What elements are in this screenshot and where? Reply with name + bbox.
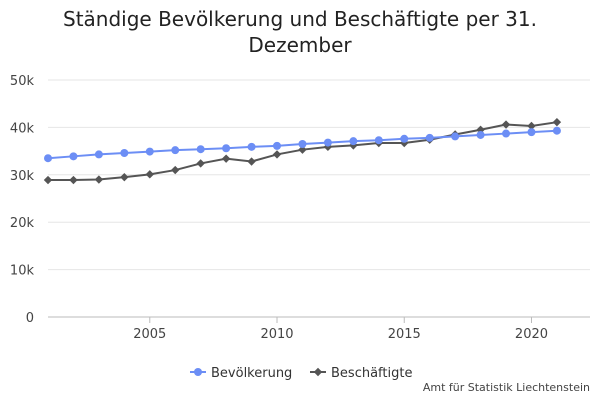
legend-swatch-marker-0[interactable] [194,368,202,376]
y-tick-label-1: 10k [10,264,35,279]
data-point-0-20[interactable] [552,126,561,135]
data-point-1-9[interactable] [272,150,282,159]
data-point-1-10[interactable] [298,145,307,154]
x-tick-label-1: 2010 [260,327,293,342]
series-0 [44,126,561,163]
legend-swatch-marker-1[interactable] [313,367,323,377]
data-point-1-6[interactable] [196,159,205,168]
data-point-0-16[interactable] [451,132,460,141]
legend-label-1: Beschäftigte [331,366,412,381]
data-point-0-3[interactable] [120,148,129,157]
grid-lines [48,79,590,318]
data-point-0-13[interactable] [374,136,383,145]
data-point-0-2[interactable] [94,150,103,159]
y-tick-label-2: 20k [10,216,35,231]
series-layer [43,117,562,185]
legend-item-0[interactable]: Bevölkerung [190,366,292,381]
data-point-1-4[interactable] [145,170,154,179]
data-point-1-20[interactable] [552,117,562,127]
data-point-0-11[interactable] [323,138,332,147]
data-point-0-1[interactable] [69,152,78,161]
data-point-0-5[interactable] [171,146,180,155]
legend[interactable]: Bevölkerung Beschäftigte [190,366,412,381]
x-tick-label-2: 2015 [388,327,421,342]
data-point-0-14[interactable] [400,134,409,143]
data-point-1-8[interactable] [247,157,256,166]
data-point-0-19[interactable] [527,128,536,137]
y-tick-label-5: 50k [10,74,35,89]
data-point-0-8[interactable] [247,142,256,151]
y-tick-label-4: 40k [10,121,35,136]
data-point-0-10[interactable] [298,139,307,148]
data-point-0-9[interactable] [273,141,282,150]
x-tick-label-3: 2020 [515,327,548,342]
data-point-1-19[interactable] [527,121,536,131]
legend-item-1[interactable]: Beschäftigte [310,366,412,381]
data-point-0-6[interactable] [196,145,205,154]
data-point-1-0[interactable] [43,175,53,185]
chart-title: Ständige Bevölkerung und Beschäftigte pe… [63,7,537,57]
data-point-0-7[interactable] [222,144,231,153]
data-point-1-3[interactable] [120,172,129,182]
x-axis: 2005 2010 2015 2020 [133,317,548,342]
y-tick-label-3: 30k [10,169,35,184]
data-point-0-4[interactable] [145,147,154,156]
data-point-0-18[interactable] [502,129,511,138]
source-note: Amt für Statistik Liechtenstein [422,381,590,394]
data-point-0-0[interactable] [44,154,52,163]
data-point-1-18[interactable] [501,120,511,129]
y-axis: 0 10k 20k 30k 40k 50k [10,74,35,326]
legend-label-0: Bevölkerung [211,366,292,381]
data-point-1-2[interactable] [94,175,104,184]
data-point-1-5[interactable] [171,165,180,175]
data-point-0-12[interactable] [349,137,358,146]
data-point-1-7[interactable] [221,154,231,163]
x-tick-label-0: 2005 [133,327,166,342]
data-point-1-1[interactable] [69,175,78,185]
y-tick-label-0: 0 [26,311,34,326]
data-point-0-15[interactable] [425,133,434,142]
data-point-0-17[interactable] [476,130,485,139]
